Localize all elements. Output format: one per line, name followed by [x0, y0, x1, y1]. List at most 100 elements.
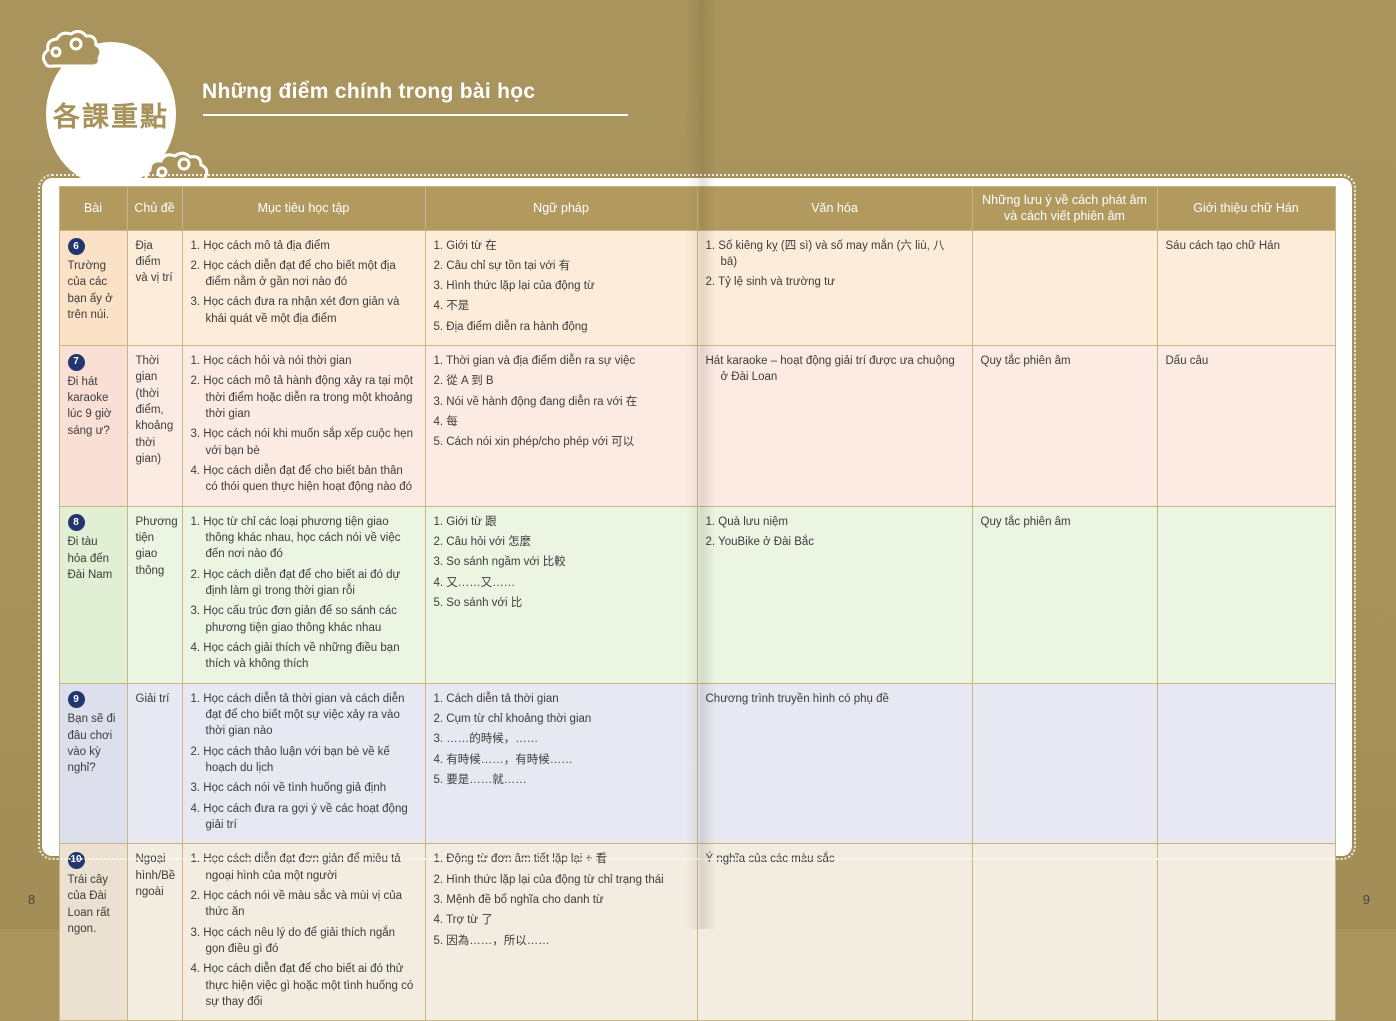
cell-text: Quy tắc phiên âm	[980, 355, 1071, 368]
pronunciation-cell: Quy tắc phiên âm	[971, 345, 1158, 507]
lesson-number-badge: 6	[67, 238, 85, 256]
table-header-row: Bài Chủ đề Mục tiêu học tập Ngữ pháp Văn…	[58, 186, 1336, 231]
cell-text: 4. 不是	[433, 300, 470, 313]
topic-cell: Thời gian (thời điểm, khoảng thời gian)	[126, 345, 183, 507]
pronunciation-cell	[971, 843, 1158, 1021]
cell-text: 3. Hình thức lặp lại của động từ	[433, 280, 595, 293]
cell-text: 2. Cụm từ chỉ khoảng thời gian	[433, 713, 592, 726]
cell-text: 2. 從 A 到 B	[433, 375, 494, 388]
culture-cell: Hát karaoke – hoạt động giải trí được ưa…	[696, 345, 973, 507]
cell-text: 2. Hình thức lặp lại của động từ chỉ trạ…	[433, 873, 664, 886]
topic-text: Giải trí	[135, 692, 170, 705]
objectives-cell: 1. Học cách diễn đạt đơn giản để miêu tả…	[181, 843, 426, 1021]
cell-text: Hát karaoke – hoạt động giải trí được ưa…	[705, 355, 955, 384]
cell-text: 1. Học cách diễn đạt đơn giản để miêu tả…	[190, 853, 401, 882]
pronunciation-cell	[971, 229, 1158, 347]
topic-cell: Ngoại hình/Bề ngoài	[126, 843, 183, 1021]
lesson-title: Đi tàu hỏa đến Đài Nam	[67, 536, 113, 582]
lesson-number-badge: 7	[67, 353, 85, 371]
cell-text: 2. Học cách mô tả hành động xảy ra tại m…	[190, 375, 413, 421]
cell-text: 2. Tỷ lệ sinh và trường tư	[705, 276, 835, 289]
cell-text: Dấu câu	[1165, 355, 1209, 368]
lesson-number-badge: 8	[67, 514, 85, 532]
grammar-cell: 1. Thời gian và địa điểm diễn ra sự việc…	[424, 345, 698, 507]
cell-text: 3. ……的時候，……	[433, 733, 539, 746]
cell-text: 1. Học từ chỉ các loại phương tiện giao …	[190, 515, 401, 561]
pronunciation-cell	[971, 682, 1158, 845]
lesson-cell: 7 Đi hát karaoke lúc 9 giờ sáng ư?	[58, 345, 128, 507]
cell-text: 4. 又……又……	[433, 576, 516, 589]
culture-cell: 1. Quà lưu niệm 2. YouBike ở Đài Bắc	[696, 505, 973, 684]
cell-text: 2. Học cách nói về màu sắc và mùi vị của…	[190, 890, 403, 919]
cell-text: 4. Trợ từ 了	[433, 914, 493, 927]
cell-text: 1. Giới từ 在	[433, 239, 497, 252]
table-row: 6 Trường của các bạn ấy ở trên núi. Địa đi…	[58, 229, 1336, 347]
lesson-cell: 8 Đi tàu hỏa đến Đài Nam	[58, 505, 128, 684]
cell-text: Ý nghĩa của các màu sắc	[705, 853, 835, 866]
col-header-grammar: Ngữ pháp	[424, 186, 698, 231]
hanzi-cell	[1156, 843, 1336, 1021]
pronunciation-cell: Quy tắc phiên âm	[971, 505, 1158, 684]
table-row: 8 Đi tàu hỏa đến Đài Nam Phương tiện giao …	[58, 505, 1336, 684]
cell-text: 1. Quà lưu niệm	[705, 515, 789, 528]
cell-text: 3. Học cách nói về tình huống giả định	[190, 782, 387, 795]
col-header-culture: Văn hóa	[696, 186, 973, 231]
cell-text: Quy tắc phiên âm	[980, 515, 1071, 528]
col-header-hanzi: Giới thiệu chữ Hán	[1156, 186, 1336, 231]
cell-text: 5. Địa điểm diễn ra hành động	[433, 320, 588, 333]
table-row: 7 Đi hát karaoke lúc 9 giờ sáng ư? Thời gi…	[58, 345, 1336, 507]
cell-text: 4. Học cách diễn đạt để cho biết bản thâ…	[190, 465, 413, 494]
chapter-seal-label: 各課重點	[53, 101, 169, 133]
cell-text: 3. So sánh ngầm với 比較	[433, 556, 566, 569]
lesson-number-badge: 9	[67, 691, 85, 709]
title-underline	[203, 114, 628, 116]
cell-text: 2. Câu chỉ sự tồn tại với 有	[433, 259, 571, 272]
cell-text: Chương trình truyền hình có phụ đề	[705, 692, 889, 705]
topic-text: Thời gian (thời điểm, khoảng thời gian)	[135, 355, 174, 466]
cell-text: 3. Học cách nói khi muốn sắp xếp cuộc hẹ…	[190, 428, 413, 457]
culture-cell: 1. Số kiêng kỵ (四 sì) và số may mắn (六 l…	[696, 229, 973, 347]
cell-text: 1. Học cách diễn tả thời gian và cách di…	[190, 692, 405, 738]
cell-text: Sáu cách tạo chữ Hán	[1165, 239, 1280, 252]
table-row: 9 Bạn sẽ đi đâu chơi vào kỳ nghỉ? Giải trí…	[58, 682, 1336, 845]
grammar-cell: 1. Giới từ 跟 2. Câu hỏi với 怎麼 3. So sánh …	[424, 505, 698, 684]
grammar-cell: 1. Cách diễn tả thời gian 2. Cụm từ chỉ k…	[424, 682, 698, 845]
lesson-cell: 9 Bạn sẽ đi đâu chơi vào kỳ nghỉ?	[58, 682, 128, 845]
lessons-tbody: 6 Trường của các bạn ấy ở trên núi. Địa đi…	[58, 229, 1336, 1021]
col-header-objectives: Mục tiêu học tập	[181, 186, 426, 231]
topic-cell: Phương tiện giao thông	[126, 505, 183, 684]
objectives-cell: 1. Học cách diễn tả thời gian và cách di…	[181, 682, 426, 845]
lesson-overview-table: Bài Chủ đề Mục tiêu học tập Ngữ pháp Văn…	[58, 186, 1336, 1021]
cell-text: 4. 有時候……，有時候……	[433, 753, 573, 766]
topic-text: Phương tiện giao thông	[135, 515, 178, 577]
cell-text: 4. Học cách diễn đạt để cho biết ai đó t…	[190, 963, 414, 1008]
cell-text: 3. Học cấu trúc đơn giản để so sánh các …	[190, 605, 397, 634]
cell-text: 3. Học cách đưa ra nhận xét đơn giản và …	[190, 296, 400, 325]
chapter-seal: 各課重點	[46, 42, 176, 186]
lesson-title: Bạn sẽ đi đâu chơi vào kỳ nghỉ?	[67, 713, 116, 775]
cell-text: 5. 因為……，所以……	[433, 934, 550, 947]
cell-text: 1. Thời gian và địa điểm diễn ra sự việc	[433, 355, 636, 368]
topic-text: Ngoại hình/Bề ngoài	[135, 853, 176, 898]
lesson-cell: 6 Trường của các bạn ấy ở trên núi.	[58, 229, 128, 347]
grammar-cell: 1. Giới từ 在 2. Câu chỉ sự tồn tại với 有 3…	[424, 229, 698, 347]
topic-cell: Giải trí	[126, 682, 183, 845]
cell-text: 5. 要是……就……	[433, 774, 527, 787]
lesson-title: Trường của các bạn ấy ở trên núi.	[67, 260, 113, 322]
cell-text: 1. Cách diễn tả thời gian	[433, 692, 559, 705]
cell-text: 4. Học cách giải thích về những điều bạn…	[190, 642, 400, 671]
cell-text: 1. Học cách mô tả địa điểm	[190, 239, 330, 252]
page-number-right: 9	[1362, 892, 1370, 907]
cell-text: 5. Cách nói xin phép/cho phép với 可以	[433, 436, 635, 449]
cell-text: 2. Học cách thảo luận với bạn bè về kế h…	[190, 745, 390, 775]
objectives-cell: 1. Học cách hỏi và nói thời gian 2. Học c…	[181, 345, 426, 507]
col-header-lesson: Bài	[58, 186, 128, 231]
hanzi-cell	[1156, 682, 1336, 845]
culture-cell: Ý nghĩa của các màu sắc	[696, 843, 973, 1021]
hanzi-cell: Dấu câu	[1156, 345, 1336, 507]
cell-text: 2. Câu hỏi với 怎麼	[433, 536, 532, 549]
page-number-left: 8	[28, 892, 36, 907]
culture-cell: Chương trình truyền hình có phụ đề	[696, 682, 973, 845]
topic-text: Địa điểm và vị trí	[135, 239, 173, 285]
objectives-cell: 1. Học cách mô tả địa điểm 2. Học cách di…	[181, 229, 426, 347]
